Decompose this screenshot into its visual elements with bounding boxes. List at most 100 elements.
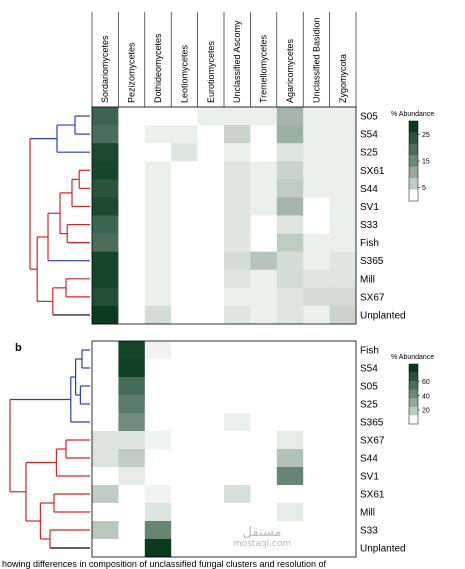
heatmap-cell <box>92 125 119 144</box>
heatmap-cell <box>276 395 304 414</box>
heatmap-cell <box>144 413 172 432</box>
heatmap-cell <box>224 197 251 216</box>
heatmap-cell <box>329 377 357 396</box>
heatmap-cell <box>250 197 278 216</box>
heatmap-cell <box>144 287 172 307</box>
heatmap-cell <box>118 503 146 522</box>
heatmap-cell <box>197 143 225 162</box>
heatmap-cell <box>224 485 251 504</box>
heatmap-cell <box>250 143 278 162</box>
heatmap-cell <box>144 269 172 289</box>
row-label: S05 <box>360 112 378 123</box>
heatmap-cell <box>171 269 198 289</box>
heatmap-cell <box>250 413 278 432</box>
heatmap-cell <box>92 179 119 198</box>
heatmap-cell <box>276 125 304 144</box>
legend-swatch <box>409 189 418 202</box>
heatmap-cell <box>224 125 251 144</box>
heatmap-cell <box>92 539 119 558</box>
heatmap-cell <box>197 467 225 486</box>
heatmap-cell <box>329 233 357 252</box>
heatmap-cell <box>171 485 198 504</box>
heatmap-cell <box>144 197 172 216</box>
heatmap-cell <box>92 395 119 414</box>
heatmap-cell <box>276 521 304 540</box>
heatmap-cell <box>250 269 278 289</box>
heatmap-cell <box>118 179 146 198</box>
heatmap-cell <box>303 287 330 307</box>
heatmap-cell <box>197 197 225 216</box>
heatmap-cell <box>303 503 330 522</box>
caption-fragment: howing differences in composition of unc… <box>2 559 327 569</box>
row-label: S365 <box>360 256 384 267</box>
heatmap-cell <box>276 143 304 162</box>
heatmap-cell <box>144 179 172 198</box>
heatmap-cell <box>224 539 251 558</box>
heatmap-cell <box>250 341 278 360</box>
heatmap-cell <box>92 485 119 504</box>
heatmap-cell <box>303 305 330 325</box>
heatmap-cell <box>197 233 225 252</box>
heatmap-cell <box>92 359 119 378</box>
column-label: Zygomycota <box>338 54 348 103</box>
heatmap-cell <box>92 269 119 289</box>
heatmap-cell <box>303 377 330 396</box>
row-label: SX67 <box>360 292 385 303</box>
column-label: Dothideomycetes <box>153 33 163 103</box>
heatmap-cell <box>224 521 251 540</box>
column-label: Leotiomycetes <box>179 44 189 103</box>
row-label: Fish <box>360 346 379 357</box>
heatmap-cell <box>329 413 357 432</box>
heatmap-cell <box>276 161 304 180</box>
legend-swatch <box>409 372 418 382</box>
heatmap-frame-a <box>91 106 357 325</box>
heatmap-cell <box>197 287 225 307</box>
row-dendrogram-b <box>9 349 90 549</box>
heatmap-cell <box>144 107 172 126</box>
heatmap-cell <box>171 215 198 234</box>
heatmap-cell <box>118 197 146 216</box>
row-label: S05 <box>360 382 378 393</box>
heatmap-cell <box>118 539 146 558</box>
heatmap-cell <box>118 269 146 289</box>
legend-swatch <box>409 166 418 179</box>
heatmap-cells-a <box>92 107 357 325</box>
row-dendrogram-a <box>29 115 90 316</box>
heatmap-cell <box>250 251 278 271</box>
heatmap-cell <box>171 197 198 216</box>
heatmap-cell <box>144 125 172 144</box>
legend-tick-label: 25 <box>422 132 430 139</box>
heatmap-cell <box>276 485 304 504</box>
heatmap-cell <box>171 377 198 396</box>
row-label: Unplanted <box>360 544 406 555</box>
heatmap-cell <box>276 359 304 378</box>
heatmap-cell <box>118 467 146 486</box>
column-label: Sordariomycetes <box>100 35 110 103</box>
heatmap-cell <box>171 413 198 432</box>
heatmap-cell <box>144 161 172 180</box>
heatmap-cell <box>197 161 225 180</box>
heatmap-cell <box>171 431 198 450</box>
heatmap-cell <box>276 269 304 289</box>
heatmap-cell <box>92 503 119 522</box>
heatmap-cell <box>250 107 278 126</box>
legend-title: % Abundance <box>391 111 434 118</box>
heatmap-cell <box>171 251 198 271</box>
heatmap-cell <box>250 467 278 486</box>
heatmap-cell <box>92 287 119 307</box>
heatmap-cell <box>92 251 119 271</box>
heatmap-cell <box>276 251 304 271</box>
row-label: Unplanted <box>360 310 406 321</box>
legend-tick-label: 15 <box>422 159 430 166</box>
heatmap-cell <box>197 413 225 432</box>
heatmap-cell <box>303 395 330 414</box>
heatmap-cell <box>92 107 119 126</box>
heatmap-cell <box>276 377 304 396</box>
column-label: Unclassified Ascomy <box>232 20 242 103</box>
heatmap-cell <box>276 503 304 522</box>
heatmap-cell <box>329 539 357 558</box>
legend-swatch <box>409 398 418 408</box>
heatmap-cell <box>92 377 119 396</box>
heatmap-cell <box>118 359 146 378</box>
heatmap-cell <box>250 539 278 558</box>
